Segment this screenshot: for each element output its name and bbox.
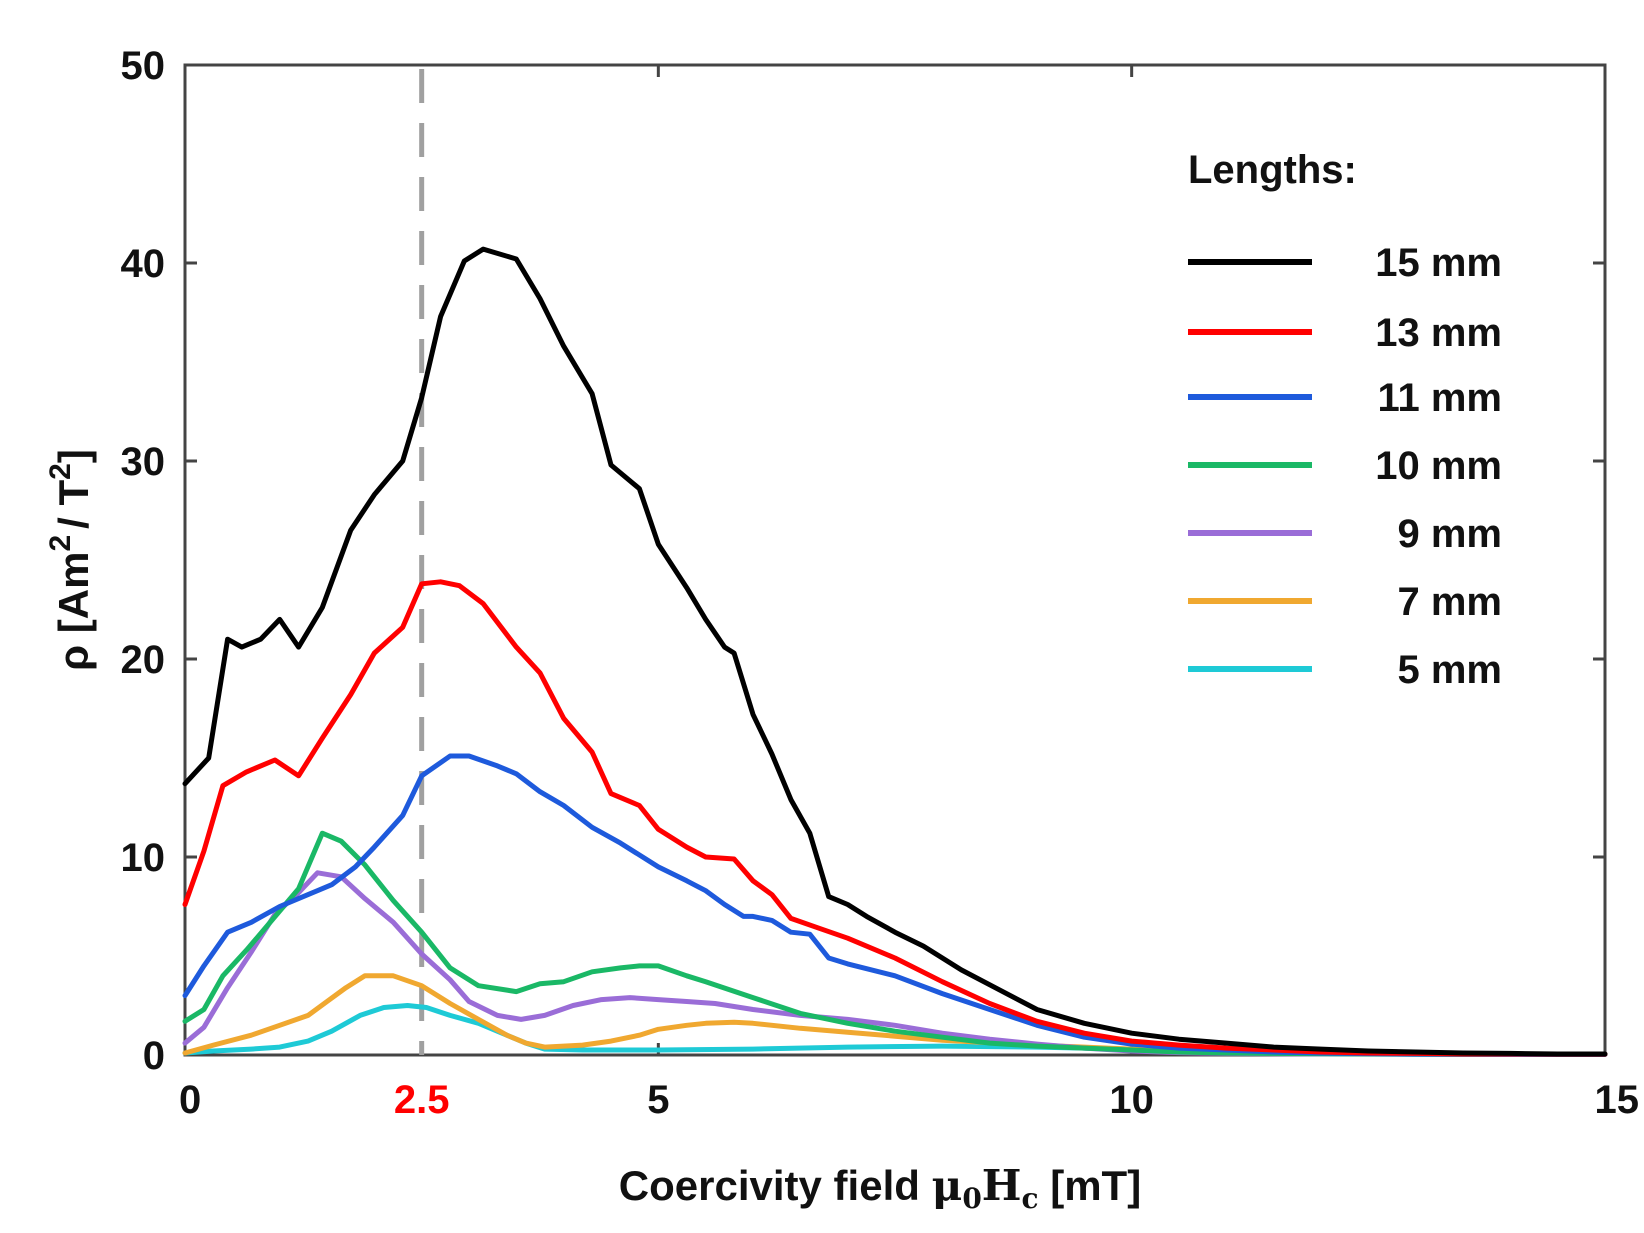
legend-title: Lengths: bbox=[1188, 148, 1357, 192]
legend-label-9-mm: 9 mm bbox=[1398, 512, 1503, 556]
x-tick-label-2.5: 2.5 bbox=[394, 1078, 450, 1122]
y-tick-label-10: 10 bbox=[121, 836, 166, 880]
y-label-suffix: ] bbox=[50, 449, 97, 463]
x-tick-label-0: 0 bbox=[179, 1078, 201, 1122]
series-line-7-mm bbox=[182, 973, 1608, 1057]
series-line-10-mm bbox=[182, 830, 1608, 1057]
legend-label-11-mm: 11 mm bbox=[1377, 376, 1502, 420]
series-layer bbox=[182, 246, 1608, 1057]
y-axis-label: ρ [Am2/ T2] bbox=[44, 449, 97, 671]
y-tick-label-40: 40 bbox=[121, 242, 166, 286]
legend: Lengths: 15 mm 13 mm 11 mm 10 mm 9 mm 7 mm 5 m… bbox=[1188, 148, 1502, 692]
x-tick-label-5: 5 bbox=[647, 1078, 669, 1122]
x-label-suffix: [mT] bbox=[1039, 1162, 1142, 1209]
x-label-mu: μ bbox=[932, 1161, 963, 1210]
series-line-15-mm bbox=[182, 246, 1608, 1057]
x-label-h: H bbox=[982, 1161, 1022, 1210]
legend-label-10-mm: 10 mm bbox=[1375, 444, 1502, 488]
legend-label-5-mm: 5 mm bbox=[1398, 648, 1503, 692]
series-line-9-mm bbox=[182, 870, 1608, 1057]
x-label-subc: c bbox=[1021, 1182, 1038, 1215]
x-label-prefix: Coercivity field bbox=[619, 1162, 932, 1209]
y-tick-label-50: 50 bbox=[121, 44, 166, 88]
y-label-sup2: 2 bbox=[44, 463, 77, 480]
legend-label-15-mm: 15 mm bbox=[1375, 241, 1502, 285]
x-label-sub0: 0 bbox=[962, 1182, 981, 1215]
x-tick-label-10: 10 bbox=[1109, 1078, 1154, 1122]
legend-label-7-mm: 7 mm bbox=[1398, 580, 1503, 624]
axis-ticks: 0 10 20 30 40 50 0 2.5 5 10 15 bbox=[121, 44, 1640, 1122]
plot-frame bbox=[183, 63, 1607, 1057]
y-label-sup1: 2 bbox=[44, 535, 77, 552]
y-label-prefix: ρ [Am bbox=[50, 552, 97, 671]
y-tick-label-20: 20 bbox=[121, 638, 166, 682]
y-label-mid: / T bbox=[50, 479, 97, 528]
y-tick-label-0: 0 bbox=[143, 1034, 165, 1078]
x-axis-label: Coercivity field μ0Hc [mT] bbox=[619, 1161, 1141, 1215]
legend-label-13-mm: 13 mm bbox=[1375, 311, 1502, 355]
y-tick-label-30: 30 bbox=[121, 440, 166, 484]
x-tick-label-15: 15 bbox=[1595, 1078, 1640, 1122]
series-line-13-mm bbox=[182, 579, 1608, 1057]
